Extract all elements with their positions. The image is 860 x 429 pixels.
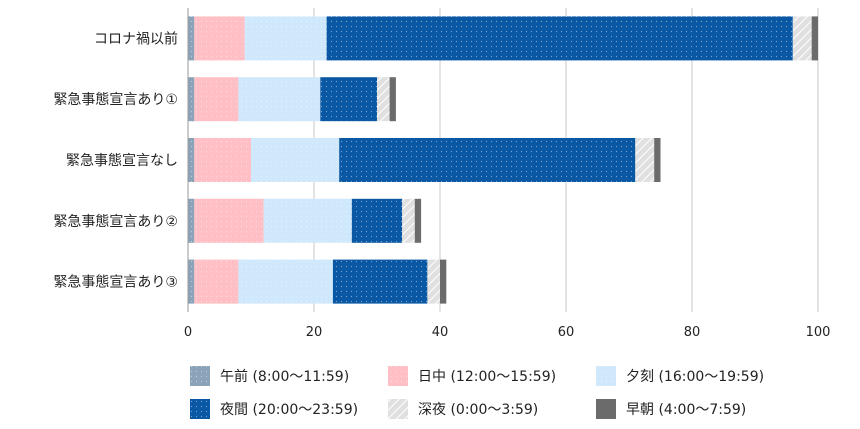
bar-segment <box>635 138 655 182</box>
bar-segment <box>414 198 422 243</box>
bar-segment <box>326 16 793 61</box>
x-tick-label: 0 <box>184 325 192 340</box>
bar-segment <box>320 77 377 122</box>
bar-segment <box>188 198 195 243</box>
legend-swatch <box>190 399 210 419</box>
bar-segment <box>377 77 390 122</box>
legend-label: 午前 (8:00〜11:59) <box>220 368 349 385</box>
legend-label: 深夜 (0:00〜3:59) <box>418 402 538 418</box>
legend-swatch <box>388 399 408 419</box>
category-label: コロナ禍以前 <box>94 30 178 47</box>
bar-segment <box>389 77 396 122</box>
bar-segment <box>339 138 636 182</box>
bar-segment <box>440 259 447 304</box>
category-label: 緊急事態宣言あり② <box>53 214 178 230</box>
legend-label: 早朝 (4:00〜7:59) <box>626 402 746 418</box>
legend-label: 日中 (12:00〜15:59) <box>418 369 556 385</box>
bar-segment <box>427 259 440 304</box>
bar-segment <box>188 138 195 182</box>
bar-segment <box>194 77 239 122</box>
x-tick-label: 40 <box>432 325 449 340</box>
bar-segment <box>332 259 428 304</box>
bar-segment <box>263 198 352 243</box>
bar-segment <box>238 77 321 122</box>
bar-segment <box>654 138 661 182</box>
bar-segment <box>792 16 812 61</box>
bar-segment <box>251 138 340 182</box>
legend-label: 夕刻 (16:00〜19:59) <box>626 369 764 385</box>
x-tick-label: 20 <box>306 325 323 340</box>
bar-segment <box>188 16 195 61</box>
x-tick-label: 80 <box>684 325 701 340</box>
bar-segment <box>194 138 251 182</box>
bar-segment <box>188 77 195 122</box>
x-axis: 0 20 40 60 80 100 <box>184 8 831 340</box>
bars <box>188 16 818 304</box>
x-tick-label: 100 <box>806 325 831 340</box>
bar-segment <box>194 198 264 243</box>
legend-label: 夜間 (20:00〜23:59) <box>220 402 358 418</box>
legend-swatch <box>190 366 210 386</box>
category-label: 緊急事態宣言なし <box>66 153 178 169</box>
bar-segment <box>402 198 415 243</box>
bar-segment <box>194 16 245 61</box>
category-label: 緊急事態宣言あり③ <box>53 275 178 291</box>
category-label: 緊急事態宣言あり① <box>53 92 178 108</box>
legend: 午前 (8:00〜11:59) 日中 (12:00〜15:59) 夕刻 (16:00… <box>190 366 764 419</box>
x-tick-label: 60 <box>558 325 575 340</box>
bar-segment <box>194 259 239 304</box>
legend-swatch <box>596 399 616 419</box>
bar-segment <box>811 16 818 61</box>
bar-segment <box>238 259 333 304</box>
legend-swatch <box>596 366 616 386</box>
bar-segment <box>244 16 327 61</box>
bar-segment <box>188 259 195 304</box>
bar-segment <box>351 198 403 243</box>
legend-swatch <box>388 366 408 386</box>
